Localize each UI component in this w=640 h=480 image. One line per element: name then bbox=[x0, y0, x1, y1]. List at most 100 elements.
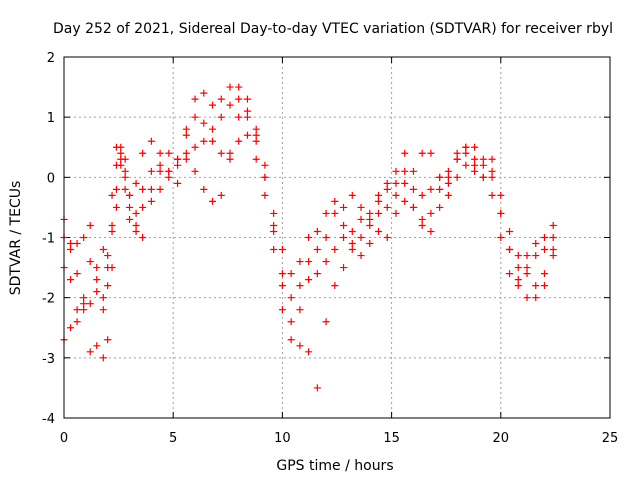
y-tick-label: 1 bbox=[47, 111, 55, 126]
data-point bbox=[287, 270, 295, 278]
data-point bbox=[117, 155, 125, 163]
data-point bbox=[86, 300, 94, 308]
data-point bbox=[67, 246, 75, 254]
data-point bbox=[252, 137, 260, 145]
data-point bbox=[226, 83, 234, 91]
data-point bbox=[209, 197, 217, 205]
data-point bbox=[252, 155, 260, 163]
data-point bbox=[313, 270, 321, 278]
data-point bbox=[117, 161, 125, 169]
data-point bbox=[436, 203, 444, 211]
data-point bbox=[99, 354, 107, 362]
data-point bbox=[209, 125, 217, 133]
data-point bbox=[471, 155, 479, 163]
data-point bbox=[348, 246, 356, 254]
data-point bbox=[217, 113, 225, 121]
data-point bbox=[523, 264, 531, 272]
data-point bbox=[93, 276, 101, 284]
data-point bbox=[117, 143, 125, 151]
y-tick-label: -2 bbox=[42, 292, 55, 307]
data-point bbox=[174, 161, 182, 169]
data-point bbox=[270, 221, 278, 229]
data-point bbox=[132, 209, 140, 217]
data-point bbox=[156, 185, 164, 193]
data-point bbox=[305, 348, 313, 356]
data-point bbox=[226, 155, 234, 163]
data-point bbox=[108, 227, 116, 235]
data-point bbox=[427, 227, 435, 235]
data-point bbox=[147, 137, 155, 145]
plot-area bbox=[60, 83, 557, 392]
data-point bbox=[401, 149, 409, 157]
data-point bbox=[278, 246, 286, 254]
data-series-1 bbox=[60, 83, 557, 302]
data-point bbox=[73, 306, 81, 314]
data-point bbox=[165, 167, 173, 175]
data-point bbox=[108, 191, 116, 199]
data-point bbox=[86, 348, 94, 356]
data-point bbox=[436, 185, 444, 193]
x-tick-label: 0 bbox=[60, 431, 68, 446]
data-point bbox=[278, 282, 286, 290]
y-tick-label: -4 bbox=[42, 412, 55, 427]
data-point bbox=[235, 113, 243, 121]
data-point bbox=[86, 258, 94, 266]
data-point bbox=[506, 270, 514, 278]
data-point bbox=[112, 185, 120, 193]
data-point bbox=[340, 264, 348, 272]
data-point bbox=[270, 227, 278, 235]
data-point bbox=[523, 252, 531, 260]
data-series-3 bbox=[60, 131, 557, 392]
data-point bbox=[226, 101, 234, 109]
data-point bbox=[383, 179, 391, 187]
data-point bbox=[514, 252, 522, 260]
data-point bbox=[191, 167, 199, 175]
x-tick-label: 10 bbox=[274, 431, 291, 446]
data-point bbox=[104, 282, 112, 290]
data-point bbox=[200, 137, 208, 145]
data-point bbox=[444, 179, 452, 187]
data-point bbox=[121, 185, 129, 193]
data-point bbox=[401, 179, 409, 187]
data-point bbox=[357, 252, 365, 260]
data-point bbox=[200, 185, 208, 193]
data-point bbox=[261, 161, 269, 169]
data-point bbox=[104, 252, 112, 260]
data-point bbox=[165, 149, 173, 157]
data-point bbox=[67, 276, 75, 284]
data-point bbox=[444, 167, 452, 175]
data-point bbox=[409, 203, 417, 211]
data-point bbox=[139, 203, 147, 211]
data-point bbox=[217, 191, 225, 199]
y-axis-label: SDTVAR / TECUs bbox=[8, 181, 24, 296]
data-point bbox=[243, 95, 251, 103]
data-point bbox=[366, 215, 374, 223]
data-point bbox=[497, 191, 505, 199]
data-point bbox=[209, 101, 217, 109]
data-point bbox=[156, 167, 164, 175]
data-point bbox=[549, 252, 557, 260]
data-point bbox=[462, 143, 470, 151]
data-point bbox=[261, 173, 269, 181]
data-point bbox=[479, 173, 487, 181]
data-point bbox=[191, 113, 199, 121]
y-tick-label: -3 bbox=[42, 352, 55, 367]
data-point bbox=[340, 221, 348, 229]
y-tick-label: -1 bbox=[42, 232, 55, 247]
data-point bbox=[80, 294, 88, 302]
data-point bbox=[235, 83, 243, 91]
data-point bbox=[392, 191, 400, 199]
data-point bbox=[287, 318, 295, 326]
data-point bbox=[532, 240, 540, 248]
y-tick-label: 2 bbox=[47, 51, 55, 66]
data-point bbox=[549, 234, 557, 241]
data-point bbox=[126, 191, 134, 199]
data-point bbox=[278, 306, 286, 314]
data-point bbox=[340, 203, 348, 211]
data-point bbox=[409, 167, 417, 175]
data-point bbox=[73, 318, 81, 326]
data-point bbox=[418, 191, 426, 199]
data-point bbox=[80, 234, 88, 241]
data-point bbox=[471, 161, 479, 169]
